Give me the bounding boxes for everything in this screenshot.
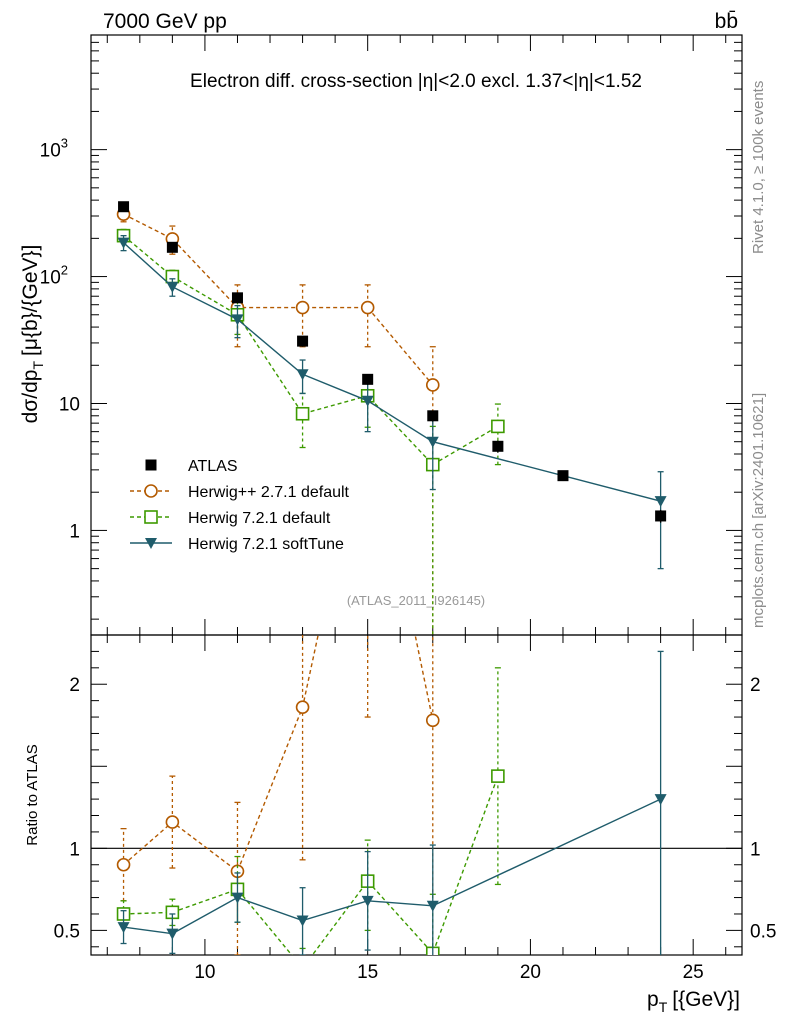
legend-marker-herwig-7-2-1-softtune — [145, 538, 157, 549]
y-tick-label: 10 — [59, 394, 80, 415]
x-tick-label: 10 — [194, 962, 215, 983]
main-point-herwig-7-2-1-default — [491, 419, 505, 434]
ratio-line-herwig-7-2-1-softtune — [123, 798, 661, 935]
main-point-atlas — [492, 440, 504, 452]
main-point-atlas — [362, 373, 374, 385]
ratio-point-herwig-2-7-1-default — [425, 713, 440, 728]
main-point-herwig-2-7-1-default — [295, 300, 310, 315]
legend-label-atlas: ATLAS — [188, 458, 238, 475]
main-point-herwig-7-2-1-softtune — [654, 496, 667, 508]
legend-label-herwig-7-2-1-default: Herwig 7.2.1 default — [188, 510, 331, 527]
y-axis-label: dσ/dpT[μ{b}/{GeV}] — [19, 245, 46, 424]
ratio-point-herwig-7-2-1-default — [297, 962, 309, 974]
main-point-herwig-2-7-1-default — [425, 378, 440, 392]
ratio-line-herwig-7-2-1-default — [123, 775, 499, 955]
rivet-label: Rivet 4.1.0, ≥ 100k events — [750, 81, 767, 254]
main-point-atlas — [297, 335, 309, 347]
main-point-herwig-7-2-1-default — [295, 406, 310, 421]
legend: ATLAS Herwig++ 2.7.1 default Herwig 7.2.1 … — [130, 458, 350, 553]
ratio-tick-label-right: 0.5 — [750, 921, 776, 942]
ratio-point-herwig-2-7-1-default — [295, 700, 310, 715]
main-point-atlas — [427, 410, 439, 422]
ratio-tick-label-left: 0.5 — [54, 921, 80, 942]
ratio-point-herwig-7-2-1-softtune — [117, 922, 130, 934]
main-line-herwig-2-7-1-default — [123, 213, 434, 386]
ratio-point-herwig-7-2-1-default — [491, 769, 505, 783]
legend-label-herwig-2-7-1-default: Herwig++ 2.7.1 default — [188, 484, 350, 501]
main-point-herwig-7-2-1-softtune — [231, 314, 244, 326]
main-point-atlas — [166, 241, 178, 253]
main-point-atlas — [118, 201, 130, 213]
y-tick-label: 1 — [69, 521, 80, 542]
legend-marker-herwig-2-7-1-default — [144, 484, 158, 498]
main-point-herwig-7-2-1-softtune — [117, 237, 130, 249]
main-point-herwig-7-2-1-softtune — [166, 281, 179, 293]
analysis-tag: (ATLAS_2011_I926145) — [347, 593, 485, 608]
ratio-point-herwig-7-2-1-softtune — [166, 928, 179, 940]
y-tick-label: 102 — [40, 263, 68, 289]
ratio-tick-label-right: 2 — [750, 675, 761, 696]
main-point-herwig-2-7-1-default — [360, 300, 375, 315]
ratio-point-herwig-7-2-1-softtune — [426, 900, 439, 912]
ratio-tick-label-right: 1 — [750, 839, 761, 860]
ratio-plot — [91, 635, 742, 974]
x-tick-label: 25 — [683, 962, 704, 983]
x-tick-label: 15 — [357, 962, 378, 983]
main-point-atlas — [655, 510, 667, 522]
main-line-herwig-7-2-1-default — [123, 235, 499, 466]
ratio-point-herwig-2-7-1-default — [116, 857, 131, 872]
ratio-y-axis-label: Ratio to ATLAS — [24, 744, 41, 845]
legend-marker-herwig-7-2-1-default — [144, 510, 158, 524]
ratio-point-herwig-7-2-1-softtune — [231, 892, 244, 904]
ratio-point-herwig-7-2-1-softtune — [654, 794, 667, 806]
ratio-point-herwig-7-2-1-softtune — [296, 915, 309, 927]
legend-marker-atlas — [145, 459, 157, 471]
header-right: bb̄ — [715, 10, 738, 33]
ratio-plot-frame — [90, 634, 743, 956]
mcplots-label: mcplots.cern.ch [arXiv:2401.10621] — [750, 393, 767, 628]
ratio-line-herwig-2-7-1-default — [123, 635, 434, 873]
axis-ticks: 10 15 20 25 1 10 102 103 0.5 0.5 1 1 2 2 — [40, 34, 776, 983]
y-tick-label: 103 — [40, 136, 68, 162]
main-plot — [116, 201, 667, 635]
ratio-point-herwig-7-2-1-softtune — [361, 895, 374, 907]
main-point-atlas — [231, 292, 243, 304]
header-left: 7000 GeV pp — [103, 10, 227, 33]
main-point-herwig-7-2-1-softtune — [426, 436, 439, 448]
ratio-point-herwig-2-7-1-default — [165, 815, 180, 829]
main-point-herwig-7-2-1-softtune — [296, 369, 309, 381]
ratio-tick-label-left: 1 — [69, 839, 80, 860]
x-axis-label: pT [{GeV}] — [647, 988, 740, 1015]
ratio-tick-label-left: 2 — [69, 675, 80, 696]
main-point-atlas — [557, 470, 569, 482]
x-tick-label: 20 — [520, 962, 541, 983]
legend-label-herwig-7-2-1-softtune: Herwig 7.2.1 softTune — [188, 536, 344, 553]
chart-title: Electron diff. cross-section |η|<2.0 exc… — [190, 71, 642, 92]
main-point-herwig-7-2-1-softtune — [361, 395, 374, 407]
